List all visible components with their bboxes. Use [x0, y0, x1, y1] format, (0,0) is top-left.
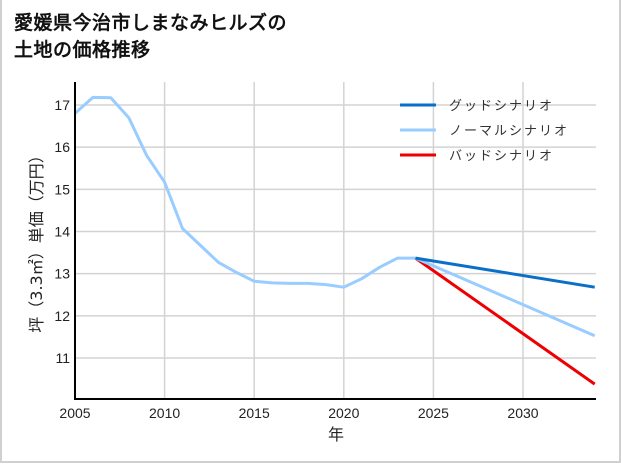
x-axis-label: 年 [328, 425, 344, 444]
x-tick-label: 2020 [328, 405, 359, 421]
y-axis-ticks: 11 12 13 14 15 16 17 [54, 97, 70, 366]
y-axis-label: 坪（3.3㎡）単価（万円） [27, 147, 46, 332]
y-tick-label: 13 [54, 266, 70, 282]
series-line [414, 256, 596, 338]
x-tick-label: 2005 [59, 405, 90, 421]
x-tick-label: 2010 [149, 405, 180, 421]
x-tick-label: 2030 [507, 405, 538, 421]
axes [74, 82, 596, 400]
x-tick-label: 2025 [418, 405, 449, 421]
y-tick-label: 16 [54, 139, 70, 155]
x-tick-label: 2015 [239, 405, 270, 421]
chart-title: 愛媛県今治市しまなみヒルズの 土地の価格推移 [14, 10, 287, 64]
chart-title-line2: 土地の価格推移 [14, 39, 151, 61]
y-tick-label: 11 [55, 350, 70, 366]
series-line [74, 95, 416, 289]
legend-label: グッドシナリオ [449, 99, 554, 114]
legend-label: バッドシナリオ [449, 149, 554, 164]
chart-title-line1: 愛媛県今治市しまなみヒルズの [14, 12, 288, 34]
y-tick-label: 12 [54, 308, 70, 324]
series-line [415, 256, 595, 289]
grid-lines [75, 82, 596, 399]
series-line [414, 256, 596, 386]
x-axis-ticks: 2005 2010 2015 2020 2025 2030 [59, 405, 538, 421]
y-tick-label: 15 [54, 181, 70, 197]
data-series [74, 95, 596, 386]
y-tick-label: 14 [54, 224, 70, 240]
y-tick-label: 17 [54, 97, 70, 113]
legend-label: ノーマルシナリオ [449, 124, 569, 139]
